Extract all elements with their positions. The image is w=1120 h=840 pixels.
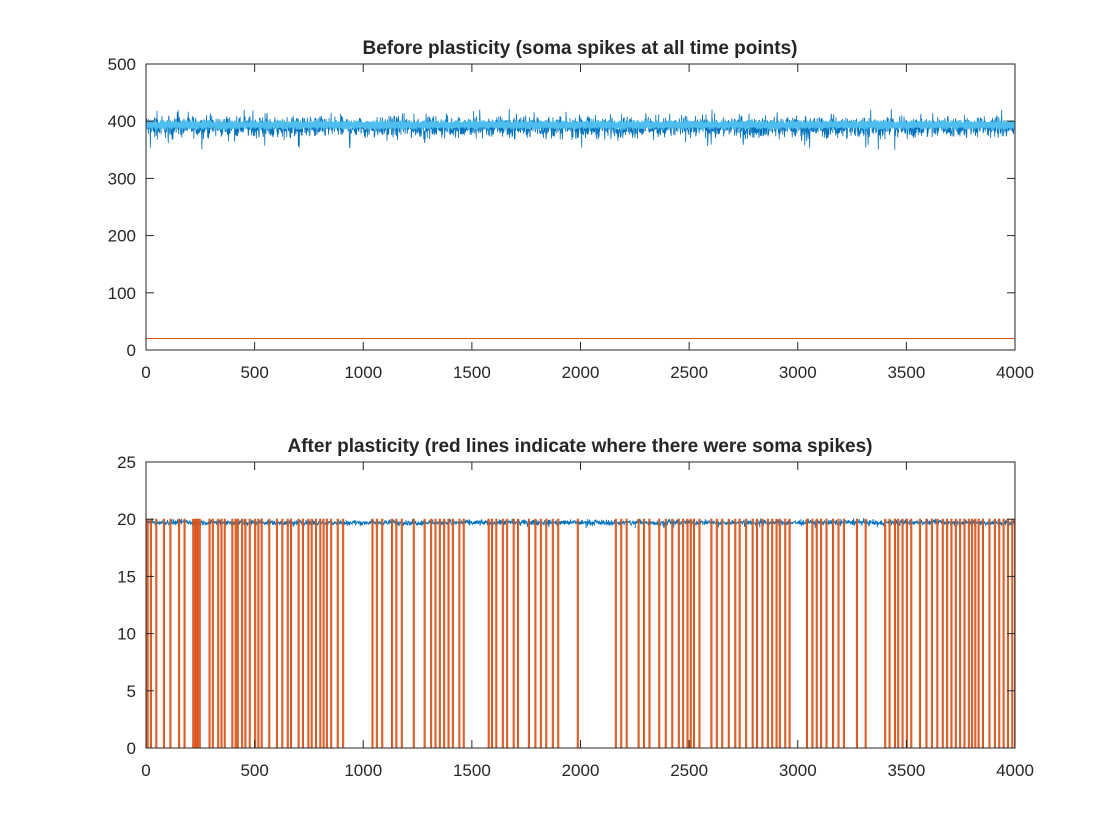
top-chart-x-tick-label: 3500: [887, 363, 925, 382]
bottom-chart-y-tick-label: 15: [117, 567, 136, 586]
bottom-chart-x-tick-label: 2500: [670, 761, 708, 780]
bottom-chart-y-tick-label: 10: [117, 625, 136, 644]
bottom-chart-plot-area: [146, 518, 1015, 748]
bottom-chart-x-tick-label: 3500: [887, 761, 925, 780]
top-chart-y-tick-label: 0: [127, 341, 136, 360]
bottom-chart-x-tick-label: 2000: [562, 761, 600, 780]
top-chart-plot-area: [146, 109, 1015, 340]
bottom-chart-title: After plasticity (red lines indicate whe…: [288, 436, 873, 457]
bottom-chart: After plasticity (red lines indicate whe…: [117, 436, 1034, 780]
top-chart-y-tick-label: 300: [108, 169, 136, 188]
bottom-chart-y-tick-label: 5: [127, 682, 136, 701]
bottom-chart-x-tick-label: 500: [240, 761, 268, 780]
top-chart-title: Before plasticity (soma spikes at all ti…: [362, 38, 797, 59]
bottom-chart-x-tick-label: 4000: [996, 761, 1034, 780]
bottom-chart-y-tick-label: 20: [117, 510, 136, 529]
top-chart-y-tick-label: 100: [108, 284, 136, 303]
bottom-chart-y-tick-label: 25: [117, 453, 136, 472]
top-chart-y-tick-label: 200: [108, 227, 136, 246]
top-chart-y-tick-label: 500: [108, 55, 136, 74]
top-chart-x-tick-label: 500: [240, 363, 268, 382]
bottom-chart-series-2: [146, 518, 1015, 748]
bottom-chart-x-tick-label: 3000: [779, 761, 817, 780]
top-chart-x-tick-label: 3000: [779, 363, 817, 382]
bottom-chart-x-tick-label: 0: [141, 761, 150, 780]
bottom-chart-y-tick-label: 0: [127, 739, 136, 758]
top-chart-series-2: [146, 120, 1015, 130]
top-chart-x-tick-label: 0: [141, 363, 150, 382]
top-chart: Before plasticity (soma spikes at all ti…: [108, 38, 1034, 382]
bottom-chart-y-axis: 0 5 10 15 20 25: [117, 453, 1015, 758]
bottom-chart-x-axis: 0 500 1000 1500 2000 2500 3000 3500 4000: [141, 462, 1034, 780]
top-chart-x-axis: 0 500 1000 1500 2000 2500 3000 3500 4000: [141, 64, 1034, 382]
top-chart-x-tick-label: 2000: [562, 363, 600, 382]
top-chart-y-axis: 0 100 200 300 400 500: [108, 55, 1015, 360]
top-chart-x-tick-label: 1500: [453, 363, 491, 382]
bottom-chart-x-tick-label: 1000: [344, 761, 382, 780]
top-chart-x-tick-label: 1000: [344, 363, 382, 382]
bottom-chart-x-tick-label: 1500: [453, 761, 491, 780]
top-chart-x-tick-label: 4000: [996, 363, 1034, 382]
top-chart-y-tick-label: 400: [108, 112, 136, 131]
top-chart-x-tick-label: 2500: [670, 363, 708, 382]
